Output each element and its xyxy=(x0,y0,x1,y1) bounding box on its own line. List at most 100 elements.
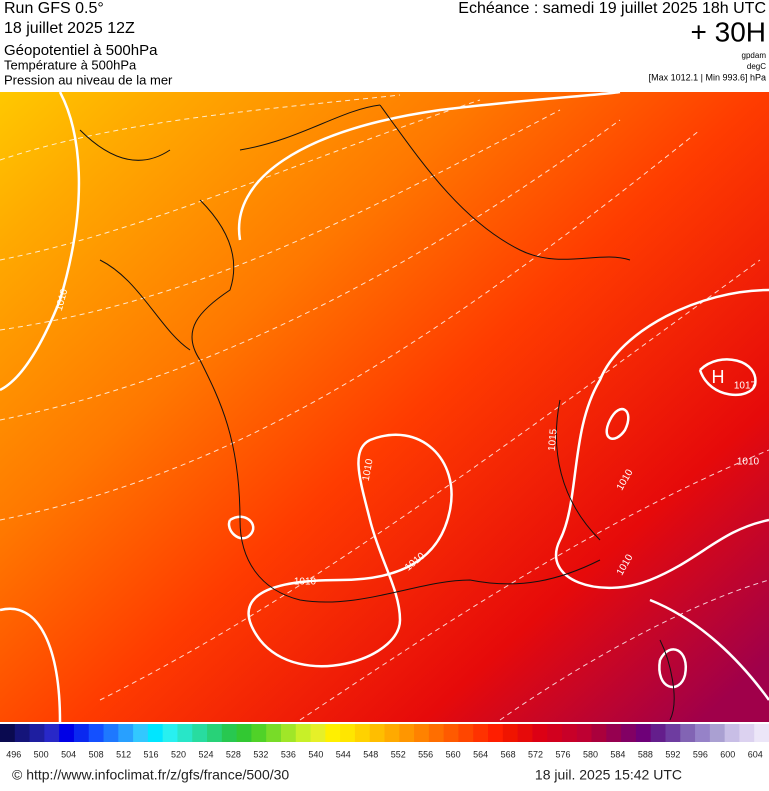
pressure-label: 1017 xyxy=(734,381,757,392)
colorbar-swatch xyxy=(621,724,637,742)
colorbar-swatch xyxy=(739,724,755,742)
colorbar-label: 600 xyxy=(720,749,735,759)
colorbar-swatch xyxy=(547,724,563,742)
colorbar-label: 532 xyxy=(253,749,268,759)
colorbar-label: 500 xyxy=(34,749,49,759)
colorbar-label: 528 xyxy=(226,749,241,759)
colorbar-swatch xyxy=(532,724,548,742)
colorbar-swatch xyxy=(754,724,769,742)
colorbar-swatch xyxy=(591,724,607,742)
colorbar-label: 560 xyxy=(446,749,461,759)
field: Température à 500hPa xyxy=(4,57,137,72)
colorbar-swatch xyxy=(695,724,711,742)
colorbar-swatch xyxy=(236,724,252,742)
colorbar-label: 496 xyxy=(6,749,21,759)
colorbar-swatch xyxy=(162,724,178,742)
pressure-label: 1010 xyxy=(294,577,317,588)
colorbar-label: 580 xyxy=(583,749,598,759)
colorbar-label: 588 xyxy=(638,749,653,759)
colorbar-label: 508 xyxy=(89,749,104,759)
colorbar-swatch xyxy=(73,724,90,742)
field: Pression au niveau de la mer xyxy=(4,72,173,87)
colorbar-swatch xyxy=(650,724,666,742)
colorbar-swatch xyxy=(295,724,312,742)
colorbar-swatch xyxy=(561,724,578,742)
colorbar-swatch xyxy=(0,724,16,742)
pressure-range: [Max 1012.1 | Min 993.6] hPa xyxy=(649,72,766,82)
colorbar-swatch xyxy=(118,724,134,742)
colorbar-swatch xyxy=(458,724,474,742)
colorbar-label: 568 xyxy=(501,749,516,759)
colorbar-label: 544 xyxy=(336,749,351,759)
colorbar-swatch xyxy=(340,724,356,742)
colorbar-label: 592 xyxy=(665,749,680,759)
colorbar-swatch xyxy=(103,724,119,742)
colorbar-swatch xyxy=(14,724,31,742)
colorbar-swatch xyxy=(221,724,238,742)
colorbar-swatch xyxy=(428,724,445,742)
colorbar-swatch xyxy=(488,724,504,742)
colorbar-label: 576 xyxy=(556,749,571,759)
colorbar-label: 584 xyxy=(610,749,625,759)
valid-time: Echéance : samedi 19 juillet 2025 18h UT… xyxy=(458,0,766,17)
colorbar-swatch xyxy=(59,724,75,742)
colorbar-label: 524 xyxy=(198,749,213,759)
colorbar-swatch xyxy=(680,724,696,742)
run-date: 18 juillet 2025 12Z xyxy=(4,20,135,37)
colorbar-swatch xyxy=(724,724,740,742)
unit: gpdam xyxy=(742,51,767,60)
colorbar-label: 516 xyxy=(144,749,159,759)
colorbar-swatch xyxy=(310,724,326,742)
unit: degC xyxy=(747,62,766,71)
colorbar-label: 596 xyxy=(693,749,708,759)
colorbar-swatch xyxy=(354,724,371,742)
colorbar-swatch xyxy=(44,724,60,742)
colorbar-swatch xyxy=(369,724,385,742)
colorbar-swatch xyxy=(251,724,267,742)
colorbar-swatch xyxy=(709,724,726,742)
colorbar-swatch xyxy=(517,724,533,742)
colorbar: 496 500 504 508 512 516 520 524 528 532 536 540 544 5… xyxy=(0,724,769,759)
colorbar-label: 556 xyxy=(418,749,433,759)
colorbar-swatch xyxy=(88,724,105,742)
colorbar-label: 540 xyxy=(308,749,323,759)
colorbar-label: 536 xyxy=(281,749,296,759)
pressure-label: 1010 xyxy=(737,457,760,468)
colorbar-swatch xyxy=(207,724,223,742)
colorbar-swatch xyxy=(280,724,297,742)
colorbar-swatch xyxy=(177,724,193,742)
colorbar-swatch xyxy=(502,724,519,742)
generated: 18 juil. 2025 15:42 UTC xyxy=(535,767,682,783)
colorbar-label: 564 xyxy=(473,749,488,759)
colorbar-swatch xyxy=(192,724,208,742)
run: Run GFS 0.5° xyxy=(4,0,104,17)
colorbar-swatch xyxy=(606,724,622,742)
pressure-label: 1015 xyxy=(547,428,560,452)
colorbar-label: 604 xyxy=(748,749,763,759)
field: Géopotentiel à 500hPa xyxy=(4,42,158,59)
colorbar-label: 548 xyxy=(363,749,378,759)
colorbar-swatch xyxy=(635,724,652,742)
colorbar-label: 512 xyxy=(116,749,131,759)
pressure-label: 1010 xyxy=(361,458,376,482)
colorbar-label: 572 xyxy=(528,749,543,759)
colorbar-swatch xyxy=(325,724,341,742)
colorbar-label: 552 xyxy=(391,749,406,759)
colorbar-swatch xyxy=(399,724,415,742)
colorbar-swatch xyxy=(443,724,459,742)
colorbar-swatch xyxy=(147,724,164,742)
colorbar-label: 504 xyxy=(61,749,76,759)
colorbar-swatch xyxy=(29,724,45,742)
lead-time: + 30H xyxy=(691,16,767,47)
colorbar-swatch xyxy=(473,724,489,742)
colorbar-swatch xyxy=(414,724,430,742)
source: © http://www.infoclimat.fr/z/gfs/france/… xyxy=(12,767,289,783)
colorbar-swatch xyxy=(384,724,400,742)
colorbar-swatch xyxy=(665,724,681,742)
colorbar-swatch xyxy=(133,724,149,742)
colorbar-label: 520 xyxy=(171,749,186,759)
colorbar-swatch xyxy=(576,724,593,742)
colorbar-swatch xyxy=(266,724,282,742)
high-label: H xyxy=(712,367,725,387)
